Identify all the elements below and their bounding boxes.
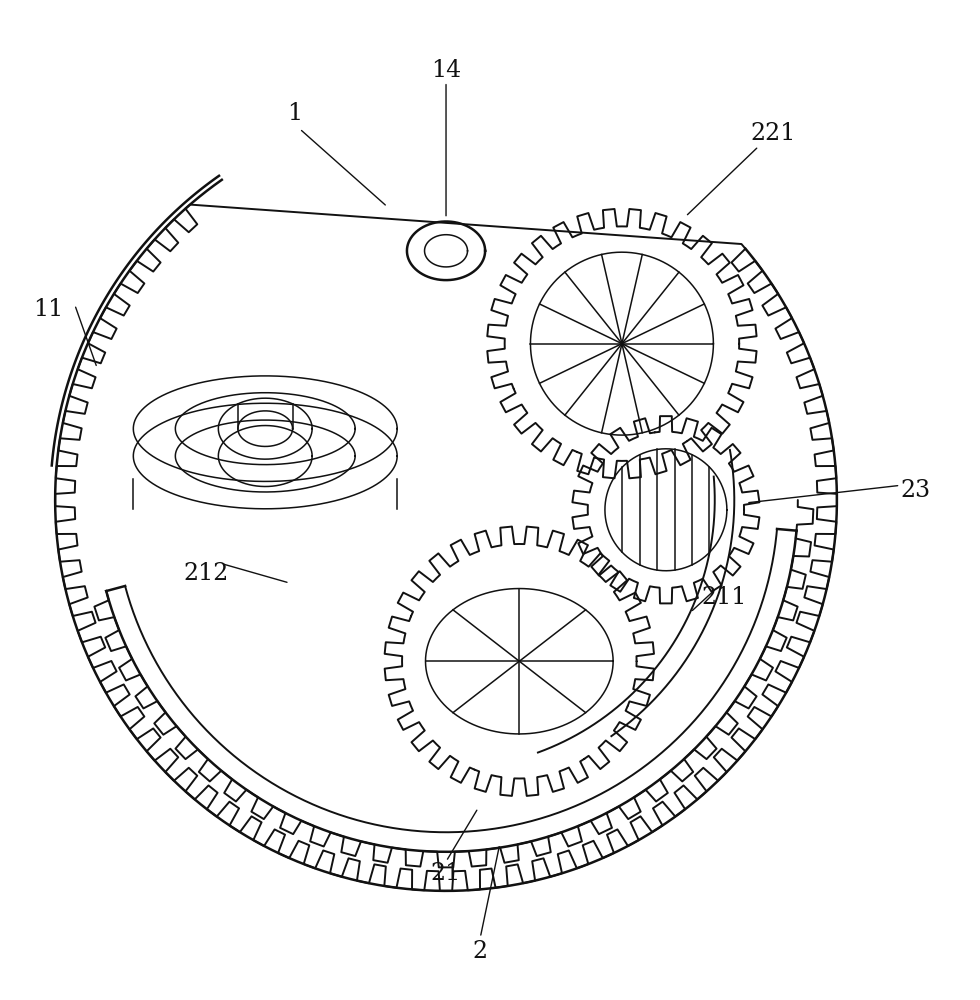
Text: 2: 2 — [472, 940, 488, 963]
Text: 1: 1 — [287, 102, 302, 125]
Text: 14: 14 — [431, 59, 462, 82]
Text: 23: 23 — [900, 479, 930, 502]
Text: 21: 21 — [431, 862, 462, 885]
Text: 11: 11 — [33, 298, 64, 321]
Text: 211: 211 — [702, 586, 747, 609]
Text: 221: 221 — [751, 122, 796, 145]
Text: 212: 212 — [184, 562, 229, 585]
